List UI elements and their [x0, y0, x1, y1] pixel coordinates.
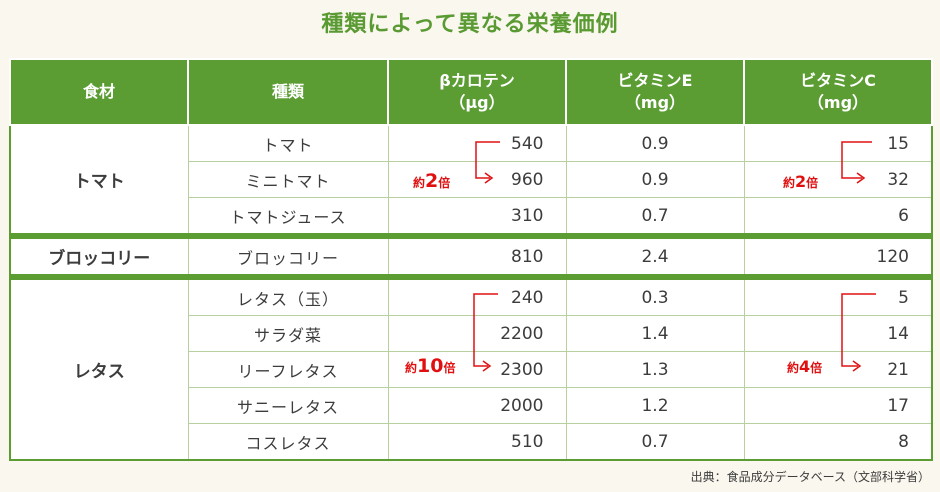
- table-row: トマトジュース 310 0.7 6: [10, 197, 933, 239]
- table-row: レタス レタス（玉） 240 0.3 5: [9, 276, 933, 461]
- annotation-number: 4: [799, 357, 811, 376]
- vitamin-c-cell: 120: [743, 235, 933, 280]
- header-vitamin-c-label: ビタミンC: [800, 71, 876, 90]
- vitamin-e-cell: 0.3: [565, 276, 745, 316]
- vitamin-e-cell: 0.7: [565, 197, 745, 239]
- annotation-prefix: 約: [413, 176, 426, 190]
- food-cell-lettuce: レタス: [9, 276, 189, 461]
- annotation-number: 2: [425, 170, 439, 192]
- header-vitamin-e: ビタミンE （mg）: [565, 58, 745, 126]
- header-vitamin-c-unit: （mg）: [807, 93, 869, 112]
- header-vitamin-c: ビタミンC （mg）: [743, 58, 933, 126]
- variety-cell: トマト: [187, 124, 389, 162]
- vitamin-c-cell: 21: [743, 351, 933, 388]
- header-vitamin-e-label: ビタミンE: [617, 71, 693, 90]
- header-row: 食材 種類 βカロテン （μg） ビタミンE （mg） ビタミンC （mg）: [9, 58, 933, 126]
- source-note: 出典：食品成分データベース（文部科学省）: [690, 470, 930, 484]
- header-vitamin-e-unit: （mg）: [624, 93, 686, 112]
- beta-carotene-cell: 510: [387, 423, 567, 461]
- variety-cell: レタス（玉）: [187, 276, 389, 316]
- variety-cell: トマトジュース: [187, 197, 389, 239]
- header-beta-carotene: βカロテン （μg）: [387, 58, 567, 126]
- vitamin-c-cell: 17: [743, 387, 933, 424]
- table-row: トマト トマト 540 0.9 15: [9, 124, 933, 239]
- variety-cell: ブロッコリー: [187, 235, 389, 280]
- beta-carotene-cell: 2200: [387, 315, 567, 352]
- vitamin-e-cell: 2.4: [565, 235, 745, 280]
- variety-cell: リーフレタス: [187, 351, 389, 388]
- annotation-tomato-beta: 約2倍: [413, 170, 450, 192]
- annotation-prefix: 約: [405, 361, 418, 375]
- vitamin-e-cell: 0.7: [565, 423, 745, 461]
- nutrition-table: 食材 種類 βカロテン （μg） ビタミンE （mg） ビタミンC （mg） ト…: [9, 58, 933, 461]
- vitamin-e-cell: 1.2: [565, 387, 745, 424]
- annotation-suffix: 倍: [438, 176, 451, 190]
- vitamin-c-cell: 32: [743, 161, 933, 198]
- variety-cell: サニーレタス: [187, 387, 389, 424]
- food-cell-broccoli: ブロッコリー: [9, 235, 189, 280]
- beta-carotene-cell: 540: [387, 124, 567, 162]
- vitamin-e-cell: 0.9: [565, 161, 745, 198]
- table-row: コスレタス 510 0.7 8: [10, 423, 933, 461]
- beta-carotene-cell: 2000: [387, 387, 567, 424]
- variety-cell: サラダ菜: [187, 315, 389, 352]
- beta-carotene-cell: 240: [387, 276, 567, 316]
- annotation-suffix: 倍: [443, 361, 456, 375]
- annotation-suffix: 倍: [810, 361, 823, 375]
- annotation-lettuce-c: 約4倍: [787, 357, 822, 376]
- vitamin-c-cell: 5: [743, 276, 933, 316]
- table-row: ブロッコリー ブロッコリー 810 2.4 120: [9, 235, 933, 280]
- header-beta-carotene-label: βカロテン: [439, 71, 515, 90]
- annotation-number: 10: [417, 355, 444, 377]
- annotation-number: 2: [795, 172, 807, 191]
- table-row: サニーレタス 2000 1.2 17: [10, 387, 933, 424]
- vitamin-c-cell: 15: [743, 124, 933, 162]
- vitamin-c-cell: 14: [743, 315, 933, 352]
- annotation-suffix: 倍: [806, 176, 819, 190]
- header-beta-carotene-unit: （μg）: [449, 93, 505, 112]
- annotation-prefix: 約: [787, 361, 800, 375]
- page-title: 種類によって異なる栄養価例: [321, 12, 619, 37]
- vitamin-e-cell: 1.4: [565, 315, 745, 352]
- vitamin-e-cell: 1.3: [565, 351, 745, 388]
- variety-cell: コスレタス: [187, 423, 389, 461]
- header-food: 食材: [9, 58, 189, 126]
- vitamin-c-cell: 8: [743, 423, 933, 461]
- annotation-lettuce-beta: 約10倍: [405, 355, 455, 377]
- vitamin-e-cell: 0.9: [565, 124, 745, 162]
- header-variety: 種類: [187, 58, 389, 126]
- food-cell-tomato: トマト: [9, 124, 189, 239]
- variety-cell: ミニトマト: [187, 161, 389, 198]
- vitamin-c-cell: 6: [743, 197, 933, 239]
- beta-carotene-cell: 310: [387, 197, 567, 239]
- annotation-prefix: 約: [783, 176, 796, 190]
- beta-carotene-cell: 810: [387, 235, 567, 280]
- annotation-tomato-c: 約2倍: [783, 172, 818, 191]
